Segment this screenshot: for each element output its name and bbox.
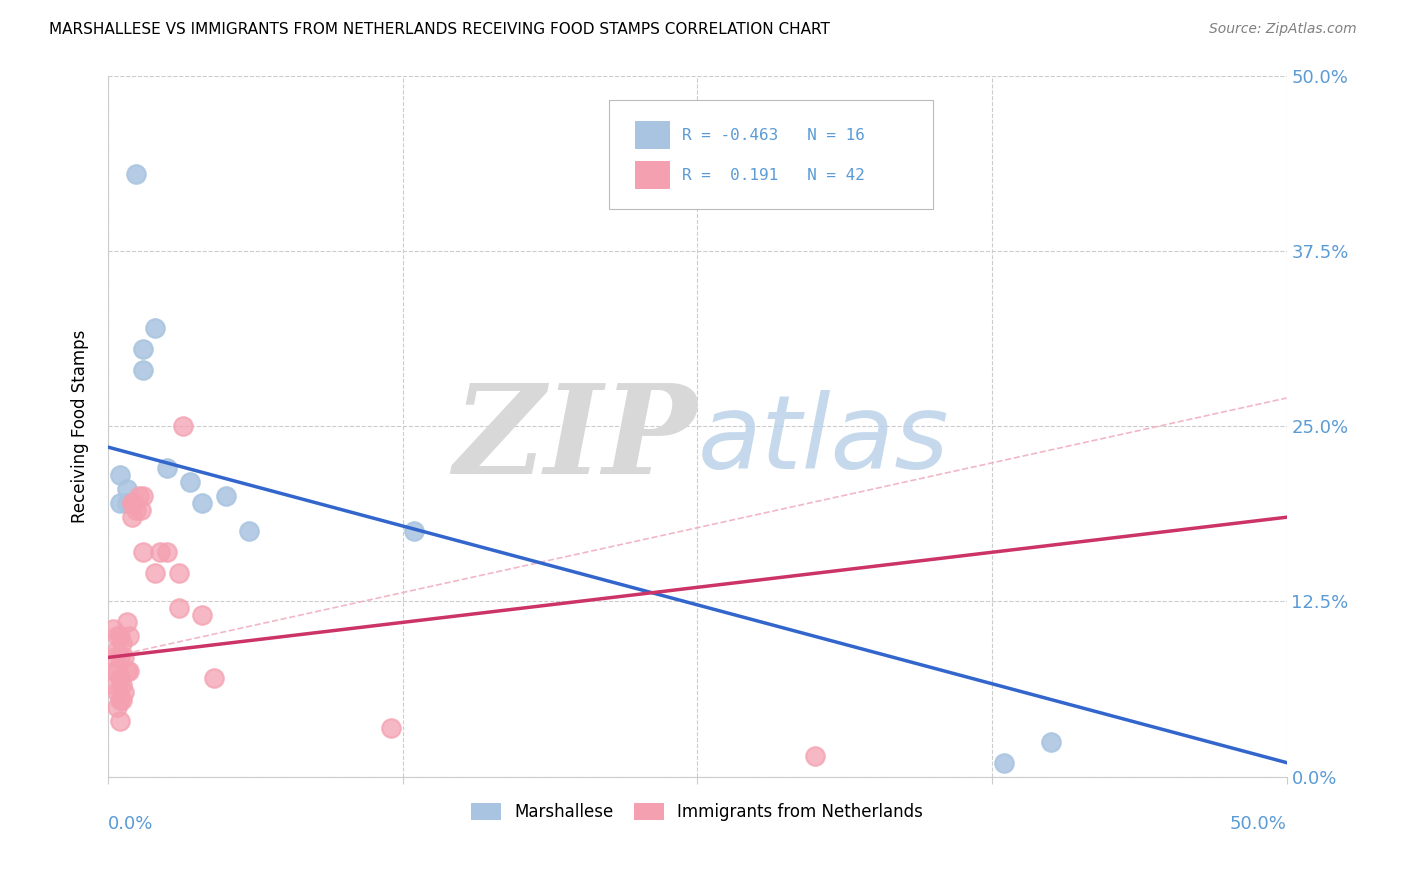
Point — [108, 650, 131, 665]
Text: Source: ZipAtlas.com: Source: ZipAtlas.com — [1209, 22, 1357, 37]
Point — [167, 601, 190, 615]
Point — [107, 685, 129, 699]
Point — [404, 524, 426, 539]
Point — [804, 748, 827, 763]
Point — [111, 678, 134, 692]
Point — [104, 650, 127, 665]
Point — [125, 167, 148, 181]
Text: MARSHALLESE VS IMMIGRANTS FROM NETHERLANDS RECEIVING FOOD STAMPS CORRELATION CHA: MARSHALLESE VS IMMIGRANTS FROM NETHERLAN… — [49, 22, 830, 37]
Text: R = -0.463   N = 16: R = -0.463 N = 16 — [682, 128, 865, 143]
Point — [1039, 734, 1062, 748]
Point — [111, 636, 134, 650]
Point — [115, 496, 138, 510]
Text: 0.0%: 0.0% — [108, 815, 153, 833]
Point — [143, 566, 166, 581]
Text: ZIP: ZIP — [454, 379, 697, 500]
Point — [104, 665, 127, 679]
Point — [108, 468, 131, 483]
Point — [115, 665, 138, 679]
Text: atlas: atlas — [697, 390, 949, 490]
Point — [114, 685, 136, 699]
Point — [128, 489, 150, 503]
Legend: Marshallese, Immigrants from Netherlands: Marshallese, Immigrants from Netherlands — [465, 797, 929, 828]
Point — [118, 629, 141, 643]
Point — [115, 615, 138, 630]
Point — [108, 672, 131, 686]
Point — [107, 643, 129, 657]
Point — [215, 489, 238, 503]
Text: 50.0%: 50.0% — [1230, 815, 1286, 833]
Point — [132, 545, 155, 559]
Point — [108, 496, 131, 510]
Bar — [636, 121, 671, 149]
Point — [115, 482, 138, 496]
Point — [121, 496, 143, 510]
Point — [121, 496, 143, 510]
Point — [122, 496, 145, 510]
Point — [143, 321, 166, 335]
Point — [993, 756, 1015, 770]
Y-axis label: Receiving Food Stamps: Receiving Food Stamps — [72, 329, 89, 523]
Point — [108, 629, 131, 643]
Point — [118, 665, 141, 679]
Point — [114, 650, 136, 665]
FancyBboxPatch shape — [609, 100, 934, 209]
Point — [191, 496, 214, 510]
Point — [107, 665, 129, 679]
Point — [156, 461, 179, 475]
Point — [202, 672, 225, 686]
Point — [108, 692, 131, 706]
Point — [191, 608, 214, 623]
Point — [101, 623, 124, 637]
Point — [132, 363, 155, 377]
Point — [156, 545, 179, 559]
Text: R =  0.191   N = 42: R = 0.191 N = 42 — [682, 168, 865, 183]
Bar — [636, 161, 671, 189]
Point — [167, 566, 190, 581]
Point — [107, 699, 129, 714]
Point — [107, 629, 129, 643]
Point — [125, 503, 148, 517]
Point — [179, 475, 201, 490]
Point — [132, 342, 155, 356]
Point — [111, 692, 134, 706]
Point — [238, 524, 260, 539]
Point — [104, 678, 127, 692]
Point — [121, 510, 143, 524]
Point — [108, 714, 131, 728]
Point — [129, 503, 152, 517]
Point — [149, 545, 172, 559]
Point — [132, 489, 155, 503]
Point — [172, 419, 194, 434]
Point — [380, 721, 402, 735]
